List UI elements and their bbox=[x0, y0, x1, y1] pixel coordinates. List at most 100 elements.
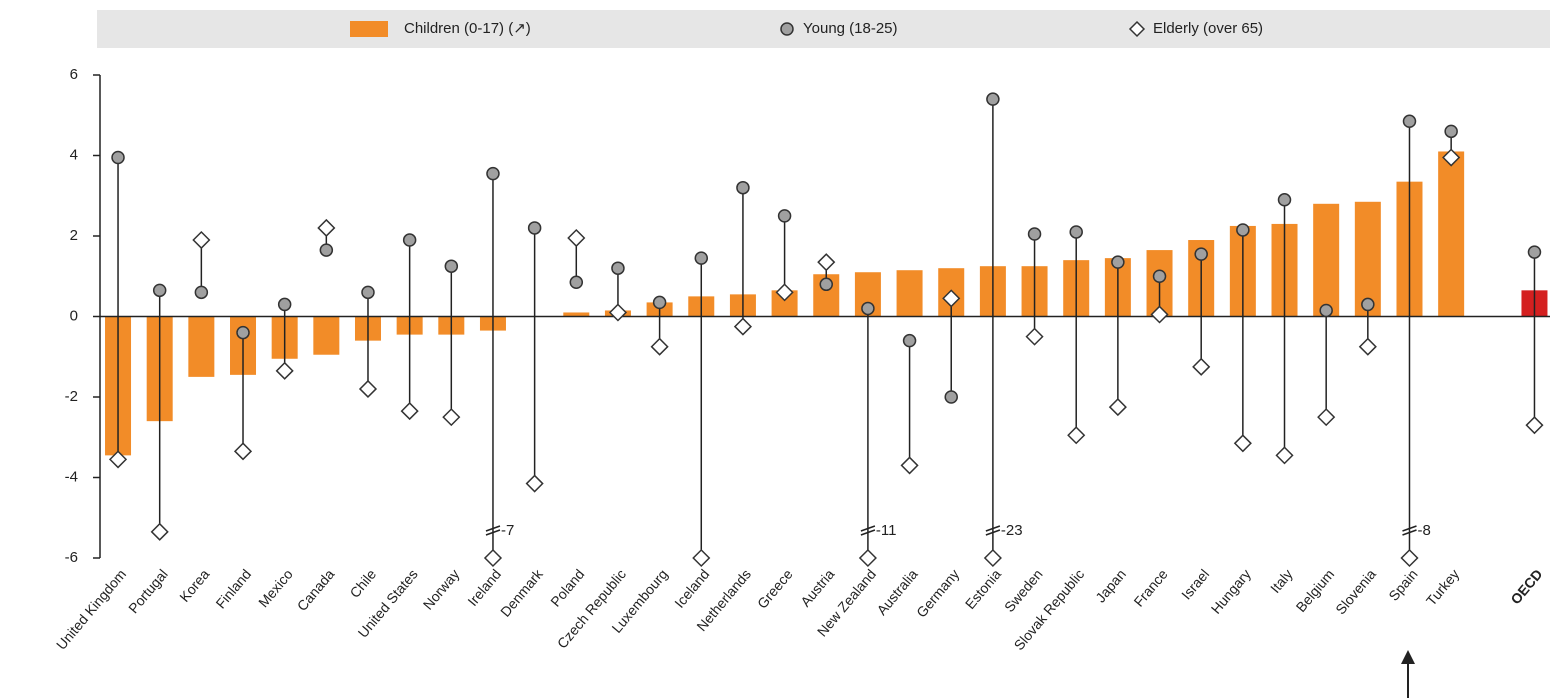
elderly-marker bbox=[275, 361, 294, 380]
elderly-marker bbox=[567, 228, 586, 248]
legend-swatch bbox=[780, 22, 794, 36]
elderly-marker bbox=[358, 379, 378, 399]
young-marker bbox=[152, 283, 167, 298]
young-marker bbox=[194, 285, 209, 300]
axis-break bbox=[485, 525, 501, 532]
elderly-marker bbox=[733, 317, 752, 336]
x-tick-label: France bbox=[1130, 566, 1170, 610]
elderly-marker bbox=[1150, 305, 1169, 324]
axis-break bbox=[1402, 525, 1417, 532]
bar bbox=[188, 316, 215, 377]
elderly-marker bbox=[1317, 408, 1336, 427]
young-marker bbox=[1111, 255, 1125, 269]
young-marker bbox=[1027, 227, 1042, 241]
bar bbox=[1438, 151, 1465, 317]
young-marker bbox=[527, 221, 542, 235]
elderly-marker bbox=[400, 402, 419, 421]
elderly-marker bbox=[1067, 426, 1086, 445]
elderly-marker bbox=[775, 283, 794, 302]
x-tick-label: United Kingdom bbox=[53, 566, 129, 653]
legend-band bbox=[97, 10, 1550, 48]
x-tick-label: Norway bbox=[420, 566, 463, 613]
axis-break bbox=[485, 529, 501, 536]
young-marker bbox=[777, 209, 792, 223]
x-tick-label: Ireland bbox=[464, 566, 504, 609]
young-marker bbox=[736, 180, 750, 195]
elderly-marker bbox=[1400, 548, 1419, 568]
x-tick-label: Mexico bbox=[255, 566, 296, 610]
young-marker bbox=[819, 277, 833, 292]
elderly-marker bbox=[1358, 337, 1377, 356]
young-marker bbox=[319, 243, 334, 257]
legend-label: Elderly (over 65) bbox=[1153, 20, 1263, 37]
x-tick-label: Finland bbox=[212, 566, 254, 611]
arrow-head bbox=[1401, 650, 1415, 664]
bar bbox=[563, 312, 590, 317]
elderly-marker bbox=[1275, 446, 1294, 465]
axis-break bbox=[985, 529, 1001, 536]
elderly-marker bbox=[1525, 416, 1544, 435]
young-marker bbox=[986, 92, 1000, 106]
young-marker bbox=[652, 295, 667, 310]
young-marker bbox=[1361, 297, 1375, 312]
y-tick-label: 0 bbox=[70, 307, 78, 324]
legend-swatch bbox=[350, 21, 388, 37]
x-tick-label: Turkey bbox=[1423, 566, 1462, 609]
elderly-marker bbox=[1025, 327, 1044, 346]
young-marker bbox=[861, 301, 875, 316]
x-tick-label: Hungary bbox=[1208, 566, 1254, 617]
young-marker bbox=[611, 261, 625, 275]
elderly-marker bbox=[1108, 398, 1127, 417]
axis-break bbox=[860, 525, 876, 532]
elderly-marker bbox=[1442, 148, 1461, 167]
elderly-marker bbox=[900, 456, 919, 475]
x-tick-label: Greece bbox=[754, 566, 796, 612]
elderly-marker bbox=[525, 474, 544, 493]
elderly-marker bbox=[692, 548, 711, 568]
elderly-marker bbox=[483, 548, 503, 568]
legend-swatch bbox=[1128, 20, 1146, 38]
young-marker bbox=[402, 233, 417, 247]
young-marker bbox=[444, 259, 459, 273]
young-marker bbox=[1069, 225, 1083, 239]
x-tick-label: Belgium bbox=[1293, 566, 1338, 615]
legend-label: Young (18-25) bbox=[803, 20, 898, 37]
elderly-marker bbox=[1233, 434, 1252, 453]
x-tick-label: Japan bbox=[1092, 566, 1129, 606]
young-marker bbox=[1527, 245, 1542, 259]
bar bbox=[1313, 203, 1340, 317]
axis-break bbox=[985, 525, 1001, 532]
young-marker bbox=[569, 275, 584, 290]
young-marker bbox=[1277, 193, 1292, 207]
elderly-marker bbox=[650, 337, 669, 356]
elderly-marker bbox=[192, 230, 211, 250]
young-marker bbox=[1444, 124, 1458, 139]
x-tick-label: Estonia bbox=[962, 566, 1004, 612]
x-tick-label: Italy bbox=[1267, 566, 1296, 596]
x-tick-label: Spain bbox=[1385, 566, 1420, 604]
young-marker bbox=[111, 150, 125, 165]
x-tick-label: Israel bbox=[1178, 566, 1212, 603]
elderly-marker bbox=[150, 522, 169, 541]
elderly-marker bbox=[983, 548, 1002, 568]
x-tick-label: OECD bbox=[1507, 566, 1545, 607]
x-tick-label: Korea bbox=[176, 566, 212, 605]
young-marker bbox=[1402, 114, 1417, 129]
bar bbox=[896, 270, 923, 317]
elderly-marker bbox=[317, 218, 336, 238]
young-marker bbox=[361, 285, 375, 300]
x-tick-label: Chile bbox=[346, 566, 379, 601]
value-label: -23 bbox=[1001, 522, 1023, 539]
y-tick-label: 6 bbox=[70, 66, 78, 83]
x-tick-label: Canada bbox=[294, 566, 338, 614]
young-marker bbox=[236, 325, 250, 340]
elderly-marker bbox=[858, 548, 877, 568]
y-tick-label: 2 bbox=[70, 227, 78, 244]
elderly-marker bbox=[608, 303, 628, 322]
young-marker bbox=[944, 390, 958, 404]
y-tick-label: -4 bbox=[65, 468, 78, 485]
young-marker bbox=[694, 251, 709, 265]
young-marker bbox=[1152, 269, 1167, 283]
x-tick-label: Portugal bbox=[125, 566, 171, 616]
